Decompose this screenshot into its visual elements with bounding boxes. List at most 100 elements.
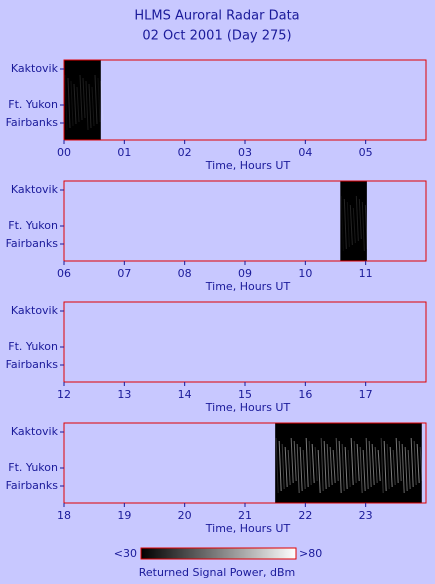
echo-streak [398,440,402,482]
x-tick-label: 05 [359,146,373,159]
echo-streak [64,74,68,131]
echo-streak [349,204,353,246]
echo-streak [281,443,285,490]
echo-streak [326,443,330,488]
echo-streak [70,80,74,127]
x-axis-label: Time, Hours UT [205,401,291,414]
echo-streak [413,440,417,486]
echo-streak [371,443,375,486]
chart-subtitle: 02 Oct 2001 (Day 275) [142,29,291,44]
x-tick-label: 01 [117,146,131,159]
x-tick-label: 04 [298,146,312,159]
echo-streak [284,446,288,488]
echo-streak [350,437,354,486]
x-tick-label: 14 [178,388,192,401]
echo-streak [320,437,324,492]
colorbar-min: <30 [114,547,137,560]
echo-streak [278,440,282,492]
x-tick-label: 09 [238,267,252,280]
x-tick-label: 22 [298,509,312,522]
echo-streak [365,437,369,490]
echo-streak [392,449,396,486]
x-tick-label: 20 [178,509,192,522]
echo-streak [91,86,95,127]
echo-streak [389,446,393,488]
x-tick-label: 03 [238,146,252,159]
x-tick-label: 23 [359,509,373,522]
echo-streak [352,207,356,244]
echo-streak [380,437,384,494]
x-tick-label: 15 [238,388,252,401]
echo-streak [308,440,312,486]
echo-streak [338,440,342,494]
echo-streak [401,443,405,494]
x-tick-label: 10 [298,267,312,280]
echo-streak [100,80,104,121]
echo-streak [275,437,279,494]
x-tick-label: 19 [117,509,131,522]
echo-streak [364,204,368,250]
x-tick-label: 06 [57,267,71,280]
echo-streak [296,443,300,494]
data-span [275,423,422,503]
echo-streak [377,449,381,482]
x-tick-label: 11 [359,267,373,280]
colorbar-label: Returned Signal Power, dBm [139,566,296,579]
echo-streak [97,77,101,123]
echo-streak [344,446,348,490]
echo-streak [88,83,92,129]
x-tick-label: 16 [298,388,312,401]
x-tick-label: 21 [238,509,252,522]
x-tick-label: 17 [359,388,373,401]
y-tick-label: Fairbanks [6,479,59,492]
echo-streak [317,449,321,494]
echo-streak [361,201,365,252]
x-tick-label: 08 [178,267,192,280]
x-axis-label: Time, Hours UT [205,159,291,172]
echo-streak [287,449,291,486]
x-tick-label: 02 [178,146,192,159]
echo-streak [341,443,345,492]
echo-streak [311,443,315,484]
y-tick-label: Kaktovik [11,62,59,75]
echo-streak [293,440,297,482]
y-tick-label: Kaktovik [11,183,59,196]
echo-streak [340,195,344,252]
echo-streak [419,446,423,482]
echo-streak [347,449,351,488]
echo-streak [290,437,294,484]
echo-streak [82,77,86,119]
echo-streak [416,443,420,484]
echo-streak [386,443,390,490]
echo-streak [356,443,360,482]
echo-streak [395,437,399,484]
y-tick-label: Kaktovik [11,304,59,317]
echo-streak [410,437,414,488]
echo-streak [343,198,347,250]
x-tick-label: 07 [117,267,131,280]
echo-streak [67,77,71,129]
echo-streak [374,446,378,484]
y-tick-label: Ft. Yukon [8,98,58,111]
data-span [64,60,101,140]
echo-streak [94,74,98,125]
echo-streak [362,449,366,492]
y-tick-label: Fairbanks [6,116,59,129]
echo-streak [358,198,362,240]
echo-streak [332,449,336,484]
x-tick-label: 13 [117,388,131,401]
chart-title: HLMS Auroral Radar Data [134,9,299,24]
x-tick-label: 00 [57,146,71,159]
echo-streak [314,446,318,482]
echo-streak [353,440,357,484]
echo-streak [299,446,303,492]
echo-streak [359,446,363,494]
x-tick-label: 18 [57,509,71,522]
echo-streak [407,449,411,490]
data-span [340,181,367,261]
x-axis-label: Time, Hours UT [205,522,291,535]
echo-streak [368,440,372,488]
colorbar [140,547,297,560]
echo-streak [329,446,333,486]
